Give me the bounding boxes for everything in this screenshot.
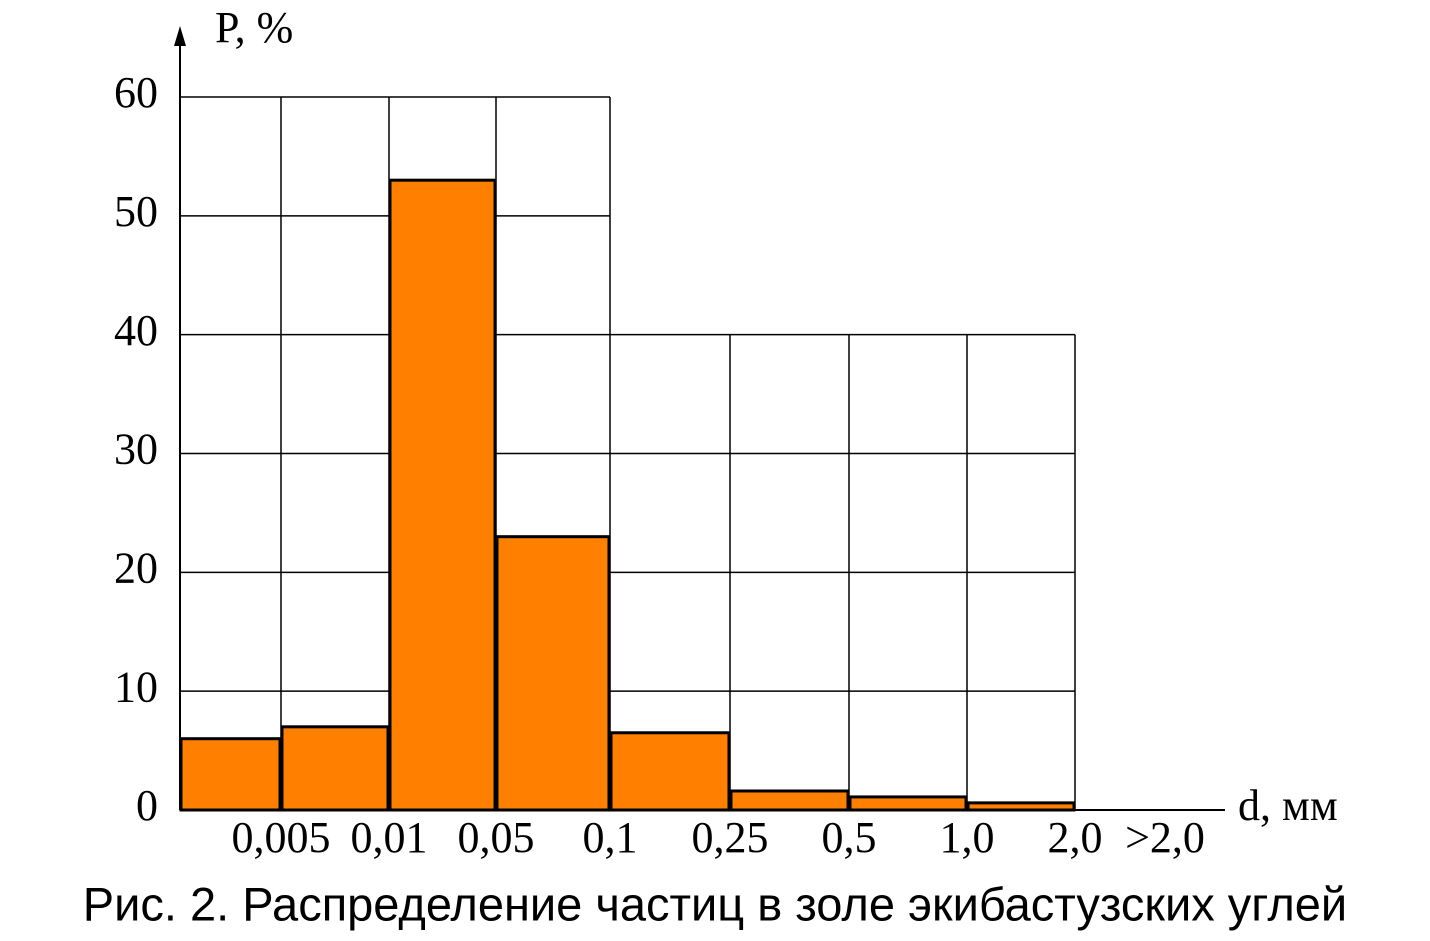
- x-tick-label: 1,0: [940, 813, 995, 862]
- bar: [179, 737, 282, 812]
- x-axis-label: d, мм: [1238, 781, 1338, 830]
- x-tick-label: 2,0: [1048, 813, 1103, 862]
- x-tick-label: 0,1: [583, 813, 638, 862]
- bar: [966, 801, 1076, 812]
- x-tick-label: 0,01: [351, 813, 428, 862]
- x-tick-label: 0,5: [822, 813, 877, 862]
- y-tick-label: 10: [114, 662, 158, 711]
- bar: [495, 535, 611, 812]
- y-tick-label: 0: [136, 781, 158, 830]
- x-tick-label: 0,05: [458, 813, 535, 862]
- x-tick-label: 0,005: [232, 813, 331, 862]
- bar: [609, 731, 731, 812]
- chart-title: Рис. 2. Распределение частиц в золе экиб…: [83, 877, 1347, 930]
- bar: [280, 725, 390, 812]
- y-tick-label: 50: [114, 187, 158, 236]
- y-tick-label: 20: [114, 543, 158, 592]
- y-tick-label: 40: [114, 306, 158, 355]
- y-tick-label: 30: [114, 425, 158, 474]
- bar: [848, 795, 968, 812]
- x-tick-label: >2,0: [1125, 813, 1205, 862]
- y-axis-label: P, %: [215, 3, 293, 52]
- bar: [729, 789, 850, 812]
- bar: [388, 178, 497, 812]
- y-axis-arrow: [174, 26, 186, 46]
- x-tick-label: 0,25: [692, 813, 769, 862]
- y-tick-label: 60: [114, 68, 158, 117]
